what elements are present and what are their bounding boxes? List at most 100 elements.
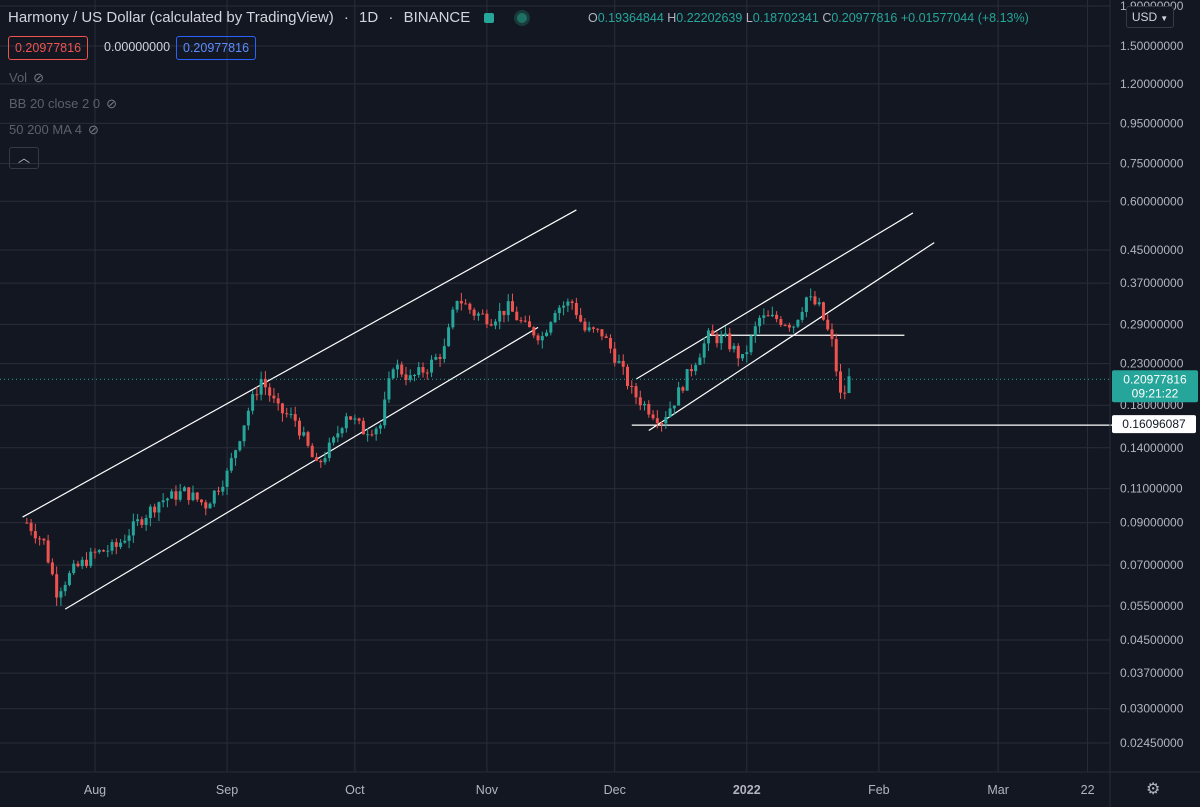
indicator-ma[interactable]: 50 200 MA 4 ⊘ xyxy=(9,122,99,137)
candle-body xyxy=(672,405,676,409)
candle-body xyxy=(212,490,216,504)
candle-body xyxy=(391,369,395,379)
candle-body xyxy=(532,327,536,336)
candle-body xyxy=(804,297,808,313)
candle-body xyxy=(370,434,374,436)
candle-body xyxy=(562,305,566,308)
candle-body xyxy=(587,327,591,331)
candle-body xyxy=(626,366,629,387)
candle-body xyxy=(694,364,698,372)
candle-body xyxy=(660,423,664,425)
candle-body xyxy=(234,450,238,459)
candle-body xyxy=(723,333,727,336)
candle-body xyxy=(344,416,348,429)
buy-price-button[interactable]: 0.20977816 xyxy=(176,36,257,60)
y-tick-label: 0.14000000 xyxy=(1120,441,1184,455)
candle-body xyxy=(315,457,319,461)
chart-header: Harmony / US Dollar (calculated by Tradi… xyxy=(8,9,527,26)
eye-off-icon[interactable]: ⊘ xyxy=(88,122,99,137)
candle-body xyxy=(200,499,203,503)
candle-body xyxy=(110,542,114,551)
x-tick-label: 2022 xyxy=(733,783,761,797)
candle-body xyxy=(165,498,169,501)
currency-select[interactable]: USD ▼ xyxy=(1126,6,1174,28)
eye-off-icon[interactable]: ⊘ xyxy=(33,70,44,85)
candle-body xyxy=(50,562,54,575)
candle-body xyxy=(123,540,127,543)
y-tick-label: 0.95000000 xyxy=(1120,116,1184,130)
countdown-label: 09:21:22 xyxy=(1132,386,1179,400)
candle-body xyxy=(102,550,106,552)
candle-body xyxy=(770,314,774,317)
candle-body xyxy=(566,301,570,306)
candle-body xyxy=(319,460,323,463)
candle-body xyxy=(711,330,715,336)
indicator-volume[interactable]: Vol ⊘ xyxy=(9,70,44,85)
x-tick-label: Sep xyxy=(216,783,238,797)
candle-body xyxy=(144,518,148,525)
x-tick-label: Feb xyxy=(868,783,890,797)
candle-body xyxy=(263,379,267,388)
candle-body xyxy=(634,386,638,398)
candle-body xyxy=(608,337,612,349)
candle-body xyxy=(289,414,293,416)
candle-body xyxy=(655,418,659,424)
trendlines[interactable] xyxy=(0,209,1126,610)
chevron-up-icon: ︿ xyxy=(17,151,30,165)
candle-body xyxy=(613,348,617,363)
candle-body xyxy=(306,432,310,446)
candle-body xyxy=(579,315,583,322)
candle-body xyxy=(596,328,600,330)
candle-body xyxy=(476,313,480,316)
candle-body xyxy=(502,310,506,316)
candle-body xyxy=(106,550,110,552)
x-tick-label: Dec xyxy=(604,783,626,797)
candle-body xyxy=(395,364,399,370)
candle-body xyxy=(749,335,753,353)
x-tick-label: Mar xyxy=(987,783,1009,797)
interval-label[interactable]: 1D xyxy=(359,9,379,26)
market-status-icon xyxy=(484,13,495,24)
x-tick-label: Aug xyxy=(84,783,106,797)
candle-body xyxy=(706,330,710,344)
indicator-bollinger[interactable]: BB 20 close 2 0 ⊘ xyxy=(9,96,117,111)
candle-body xyxy=(366,434,370,436)
candle-body xyxy=(515,311,519,321)
candle-body xyxy=(783,324,787,326)
candle-body xyxy=(400,364,404,375)
gear-icon[interactable]: ⚙ xyxy=(1146,781,1161,798)
candle-body xyxy=(97,550,101,553)
candle-body xyxy=(55,574,59,598)
candle-body xyxy=(621,360,625,367)
candle-body xyxy=(745,352,749,355)
candle-body xyxy=(796,319,800,327)
trendline xyxy=(64,326,539,610)
candle-body xyxy=(225,470,229,487)
candle-body xyxy=(246,410,250,426)
candle-body xyxy=(728,333,732,350)
candle-body xyxy=(251,394,255,411)
candle-body xyxy=(361,420,365,435)
y-tick-label: 0.23000000 xyxy=(1120,357,1184,371)
symbol-title[interactable]: Harmony / US Dollar (calculated by Tradi… xyxy=(8,9,334,26)
candle-body xyxy=(545,332,549,337)
candle-body xyxy=(76,563,80,567)
candle-body xyxy=(668,408,672,418)
candle-body xyxy=(178,491,182,500)
candle-body xyxy=(182,487,186,492)
candle-body xyxy=(323,458,327,463)
candle-body xyxy=(839,371,842,393)
candle-body xyxy=(638,397,642,406)
sell-price-button[interactable]: 0.20977816 xyxy=(8,36,89,60)
candle-body xyxy=(843,392,847,394)
candle-body xyxy=(63,584,67,592)
candle-body xyxy=(349,416,353,420)
candle-body xyxy=(741,354,745,359)
candle-body xyxy=(353,418,357,420)
eye-off-icon[interactable]: ⊘ xyxy=(106,96,117,111)
collapse-legend-button[interactable]: ︿ xyxy=(9,147,39,169)
candles xyxy=(25,288,851,606)
candle-body xyxy=(591,327,595,329)
